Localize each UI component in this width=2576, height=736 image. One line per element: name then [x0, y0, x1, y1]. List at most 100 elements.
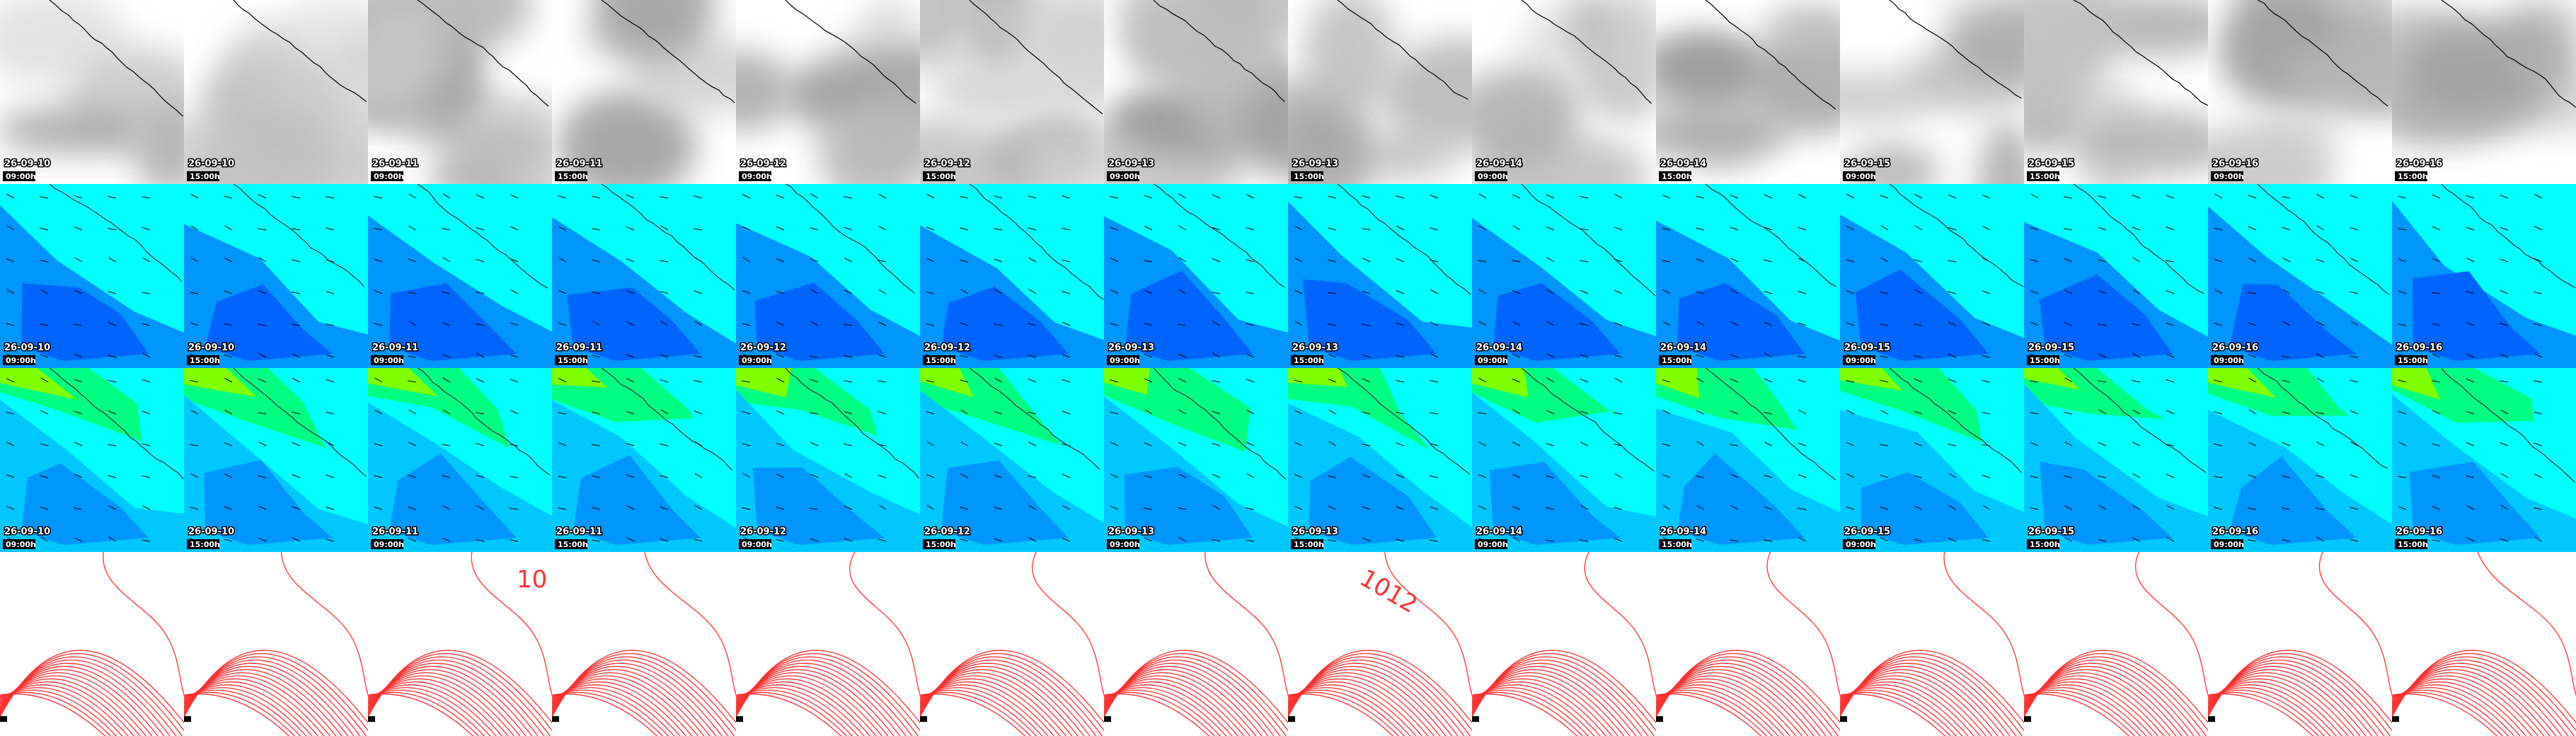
time-label: 09:00h: [2214, 540, 2244, 549]
wind-arrow: [1430, 353, 1439, 358]
time-box: [923, 171, 955, 181]
wind-arrow: [190, 473, 199, 478]
wind-arrow: [2166, 353, 2175, 358]
wind-arrow: [476, 539, 485, 542]
map-panel: 26-09-11 15:00h: [552, 368, 736, 552]
wind-arrow: [776, 321, 785, 326]
wind-arrow: [374, 409, 383, 415]
wind-arrow: [1696, 505, 1705, 510]
wind-arrow: [1580, 260, 1589, 263]
wind-arrow: [926, 291, 935, 294]
time-label: 15:00h: [190, 540, 220, 549]
time-label: 09:00h: [1846, 172, 1876, 181]
time-label: 09:00h: [1478, 172, 1508, 181]
band: [368, 368, 438, 396]
wind-arrow: [742, 410, 751, 415]
wind-arrow: [926, 505, 935, 510]
date-label: 26-09-11: [372, 159, 418, 169]
cloud: [1243, 84, 1288, 180]
wind-arrow: [442, 537, 451, 542]
coastline: [1705, 368, 1836, 481]
wind-arrow: [326, 411, 335, 415]
map-panel: 26-09-11 09:00h: [368, 184, 552, 368]
coastline: [49, 184, 183, 282]
wind-arrow: [742, 290, 751, 294]
wind-arrow: [2500, 473, 2509, 478]
wind-arrow: [994, 474, 1003, 478]
wind-arrow: [1246, 323, 1255, 326]
wind-arrow: [1580, 442, 1589, 447]
wind-arrow: [2500, 195, 2509, 199]
band: [21, 463, 149, 545]
wind-arrow: [776, 539, 785, 542]
wind-arrow: [1178, 442, 1187, 447]
wind-arrow: [2534, 473, 2543, 478]
coastline: [2073, 184, 2204, 294]
wind-arrow: [326, 291, 335, 294]
wind-arrow: [2166, 290, 2175, 294]
wind-arrow: [1328, 379, 1337, 383]
wind-arrow: [1246, 539, 1255, 542]
wind-arrow: [592, 259, 601, 263]
wind-arrow: [660, 225, 669, 231]
time-label: 09:00h: [6, 540, 36, 549]
wind-arrow: [408, 292, 417, 294]
wind-arrow: [1730, 410, 1739, 415]
wind-arrow: [1362, 443, 1371, 447]
wind-arrow: [1512, 409, 1521, 415]
coastline: [1889, 0, 2022, 99]
time-label: 09:00h: [374, 172, 404, 181]
wind-arrow: [190, 225, 199, 231]
wind-arrow: [1328, 195, 1337, 199]
wind-arrow: [810, 379, 819, 383]
wind-arrow: [224, 323, 233, 326]
wind-arrow: [1546, 377, 1555, 383]
wind-arrow: [224, 377, 233, 383]
cloud: [1472, 69, 1578, 166]
wind-arrow: [2500, 442, 2509, 447]
wind-arrow: [1982, 474, 1991, 478]
wind-arrow: [2350, 442, 2359, 447]
date-label: 26-09-16: [2212, 527, 2258, 537]
time-label: 15:00h: [558, 356, 588, 365]
wind-arrow: [1846, 410, 1855, 415]
wind-arrow: [1328, 539, 1337, 542]
cloud: [581, 8, 706, 61]
wind-arrow: [1580, 505, 1589, 510]
wind-arrow: [2398, 379, 2407, 383]
wind-arrow: [994, 442, 1003, 447]
wind-arrow: [1110, 195, 1119, 199]
wind-arrow: [2030, 380, 2039, 383]
wind-arrow: [626, 289, 635, 294]
wind-arrow: [258, 257, 267, 263]
wind-arrow: [2248, 442, 2257, 447]
wind-arrow: [1948, 291, 1957, 294]
band: [920, 368, 974, 398]
wind-arrow: [1110, 379, 1119, 383]
wind-arrow: [694, 321, 703, 326]
wind-arrow: [2282, 442, 2291, 447]
wind-arrow: [626, 354, 635, 358]
wind-arrow: [2064, 228, 2073, 231]
wind-arrow: [1430, 195, 1439, 199]
wind-arrow: [844, 355, 853, 358]
wind-arrow: [442, 322, 451, 326]
wind-arrow: [742, 380, 751, 383]
wind-arrow: [810, 193, 819, 199]
map-panel: 26-09-13 15:00h: [1288, 0, 1472, 184]
time-label: 09:00h: [1110, 540, 1140, 549]
wind-arrow: [1662, 321, 1671, 326]
wind-arrow: [694, 228, 703, 231]
band: [2392, 368, 2441, 400]
wind-arrow: [810, 355, 819, 358]
map-panel: [1656, 552, 1840, 736]
wind-arrow: [408, 506, 417, 510]
time-box: [923, 355, 955, 365]
wind-arrow: [258, 378, 267, 383]
wind-arrow: [6, 505, 15, 510]
date-label: 26-09-15: [1844, 343, 1890, 353]
coastline: [417, 184, 548, 289]
date-label: 26-09-13: [1292, 527, 1338, 537]
panel-bg: [920, 552, 1104, 736]
wind-arrow: [1246, 473, 1255, 478]
